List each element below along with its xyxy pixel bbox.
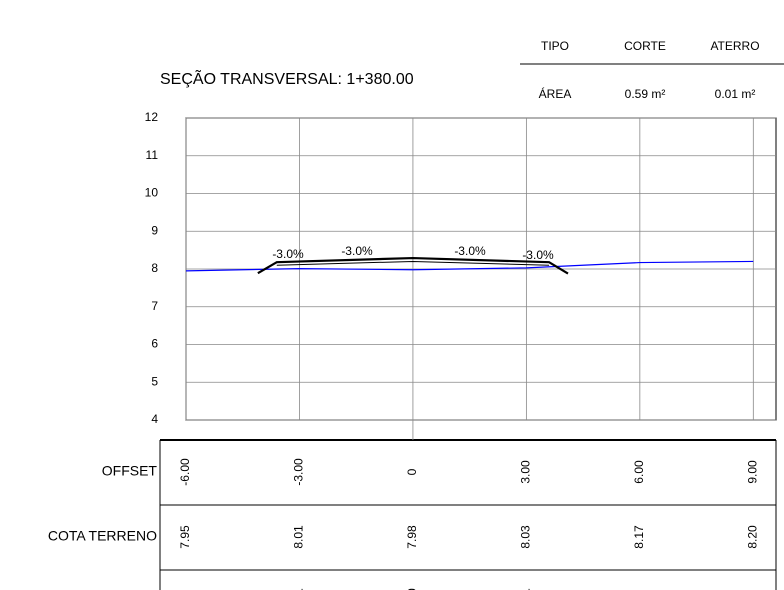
row-label: COTA TERRENO [48, 528, 157, 544]
slope-label: -3.0% [272, 247, 304, 261]
design-elev: 8.30 [405, 588, 419, 590]
y-tick-label: 10 [145, 186, 159, 200]
y-tick-label: 5 [151, 374, 158, 388]
offset-label: 3.00 [519, 460, 533, 484]
offset-label: 0 [405, 468, 419, 475]
slope-label: -3.0% [522, 248, 554, 262]
terrain-elev: 8.01 [292, 525, 306, 549]
area-cell: 0.01 m² [715, 87, 756, 101]
slope-label: -3.0% [454, 244, 486, 258]
y-tick-label: 12 [145, 110, 159, 124]
y-tick-label: 8 [151, 261, 158, 275]
terrain-elev: 7.95 [178, 525, 192, 549]
header-cell: ATERRO [710, 39, 759, 53]
terrain-elev: 8.03 [519, 525, 533, 549]
slope-label: -3.0% [341, 244, 373, 258]
section-line [185, 260, 754, 272]
header-cell: TIPO [541, 39, 569, 53]
design-elev: 8.21 [519, 588, 533, 590]
section-line [276, 260, 550, 266]
offset-label: -3.00 [292, 458, 306, 486]
row-label: COTA PROJETO [50, 588, 157, 590]
y-tick-label: 6 [151, 337, 158, 351]
area-cell: 0.59 m² [625, 87, 666, 101]
terrain-elev: 8.20 [745, 525, 759, 549]
header-cell: CORTE [624, 39, 666, 53]
offset-label: 6.00 [632, 460, 646, 484]
terrain-elev: 7.98 [405, 525, 419, 549]
y-tick-label: 9 [151, 223, 158, 237]
y-tick-label: 11 [146, 148, 159, 162]
area-cell: ÁREA [539, 86, 572, 101]
offset-label: 9.00 [745, 460, 759, 484]
terrain-elev: 8.17 [632, 525, 646, 549]
y-tick-label: 7 [151, 299, 158, 313]
row-label: OFFSET [102, 463, 158, 479]
design-elev: 8.21 [292, 588, 306, 590]
title: SEÇÃO TRANSVERSAL: 1+380.00 [160, 68, 414, 88]
offset-label: -6.00 [178, 458, 192, 486]
y-tick-label: 4 [151, 412, 158, 426]
section-line [257, 256, 569, 275]
